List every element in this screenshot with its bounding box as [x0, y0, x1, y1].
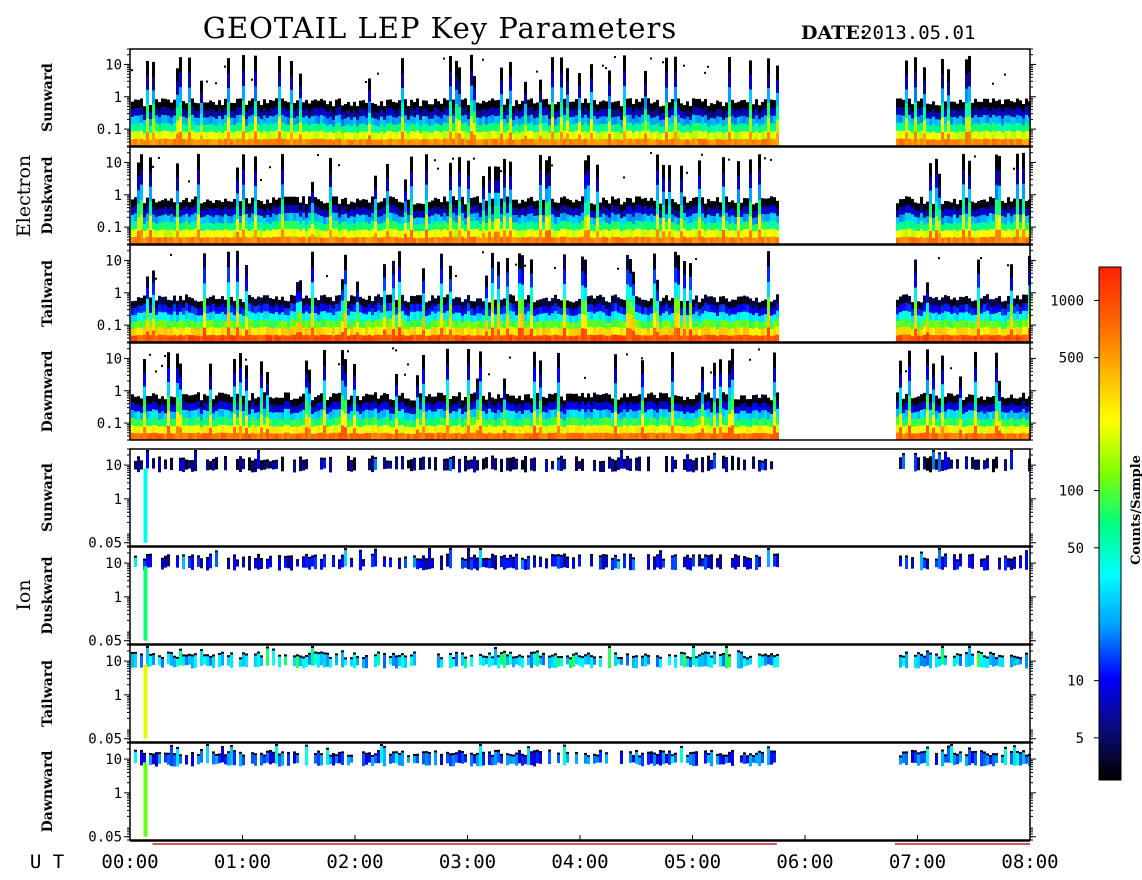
x-tick-label: 08:00	[1001, 851, 1058, 873]
y-tick-label: 0.05	[88, 732, 122, 748]
y-tick-label: 0.05	[88, 536, 122, 552]
y-tick-label: 10	[105, 155, 122, 171]
y-tick-label: 10	[105, 253, 122, 269]
panel-electron-sunward: 10 1 0.1 Sunward	[40, 48, 1036, 147]
x-tick-label: 06:00	[776, 851, 833, 873]
colorbar-tick-label: 1000	[1050, 293, 1084, 309]
direction-label: Tailward	[40, 260, 56, 327]
y-tick-label: 0.1	[97, 220, 122, 236]
panel-frame	[129, 546, 1031, 645]
colorbar-tick-label: 100	[1059, 484, 1084, 500]
ion-streak	[143, 566, 148, 641]
panel-frame	[129, 448, 1031, 547]
group-label-ion: Ion	[13, 579, 35, 610]
panel-ion-sunward: 10 1 0.05 Sunward	[40, 448, 1036, 552]
y-tick-label: 10	[105, 351, 122, 367]
x-axis-label: U T	[30, 851, 64, 873]
y-tick-label: 1	[114, 590, 122, 606]
date-value: 2013.05.01	[861, 22, 975, 44]
x-tick-label: 04:00	[551, 851, 608, 873]
panel-electron-dawnward: 10 1 0.1 Dawnward	[40, 342, 1036, 441]
panel-ion-duskward: 10 1 0.05 Duskward	[40, 546, 1036, 650]
colorbar-label: Counts/Sample	[1129, 455, 1142, 565]
panel-ion-dawnward: 10 1 0.05 Dawnward	[40, 742, 1036, 846]
x-tick-label: 00:00	[101, 851, 158, 873]
y-tick-label: 10	[105, 556, 122, 572]
panel-frame	[129, 146, 1031, 245]
ion-streak	[143, 664, 148, 739]
colorbar-tick-label: 500	[1059, 351, 1084, 367]
y-tick-label: 10	[105, 57, 122, 73]
panel-electron-tailward: 10 1 0.1 Tailward	[40, 244, 1036, 343]
direction-label: Dawnward	[40, 750, 56, 832]
y-tick-label: 1	[114, 384, 122, 400]
direction-label: Duskward	[40, 556, 56, 634]
ion-streak	[143, 468, 148, 543]
chart-title: GEOTAIL LEP Key Parameters	[203, 11, 677, 45]
direction-label: Sunward	[40, 463, 56, 532]
panel-stack: 10 1 0.1 Sunward 10 1 0.1 Duskward 10 1 0.1 Tailwar…	[40, 48, 1036, 846]
x-tick-label: 07:00	[889, 851, 946, 873]
group-label-electron: Electron	[13, 155, 35, 237]
colorbar: Counts/Sample 1000 500 100 50 10 5	[1050, 266, 1142, 781]
x-tick-label: 02:00	[326, 851, 383, 873]
y-tick-label: 1	[114, 492, 122, 508]
direction-label: Dawnward	[40, 350, 56, 432]
x-tick-label: 03:00	[439, 851, 496, 873]
y-tick-label: 0.05	[88, 634, 122, 650]
y-tick-label: 0.1	[97, 318, 122, 334]
panel-ion-tailward: 10 1 0.05 Tailward	[40, 644, 1036, 748]
x-tick-label: 05:00	[664, 851, 721, 873]
colorbar-tick-label: 10	[1067, 674, 1084, 690]
direction-label: Duskward	[40, 156, 56, 234]
y-tick-label: 1	[114, 90, 122, 106]
y-tick-label: 10	[105, 752, 122, 768]
y-tick-label: 10	[105, 654, 122, 670]
y-tick-label: 1	[114, 786, 122, 802]
y-tick-label: 0.05	[88, 830, 122, 846]
panel-electron-duskward: 10 1 0.1 Duskward	[40, 146, 1036, 245]
y-tick-label: 0.1	[97, 416, 122, 432]
y-tick-label: 1	[114, 286, 122, 302]
y-tick-label: 1	[114, 188, 122, 204]
y-tick-label: 1	[114, 688, 122, 704]
colorbar-tick-label: 50	[1067, 541, 1084, 557]
colorbar-gradient	[1098, 266, 1122, 781]
y-tick-label: 0.1	[97, 122, 122, 138]
x-tick-label: 01:00	[214, 851, 271, 873]
date-label: DATE:	[801, 22, 867, 44]
y-tick-label: 10	[105, 458, 122, 474]
panel-frame	[129, 244, 1031, 343]
colorbar-tick-label: 5	[1076, 731, 1084, 747]
panel-frame	[129, 342, 1031, 441]
panel-frame	[129, 644, 1031, 743]
direction-label: Tailward	[40, 660, 56, 727]
direction-label: Sunward	[40, 63, 56, 132]
panel-frame	[129, 48, 1031, 147]
ion-streak	[143, 762, 148, 837]
time-axis: U T 00:00 01:00 02:00 03:00 04:00 05:00 06:00 0…	[30, 835, 1059, 873]
